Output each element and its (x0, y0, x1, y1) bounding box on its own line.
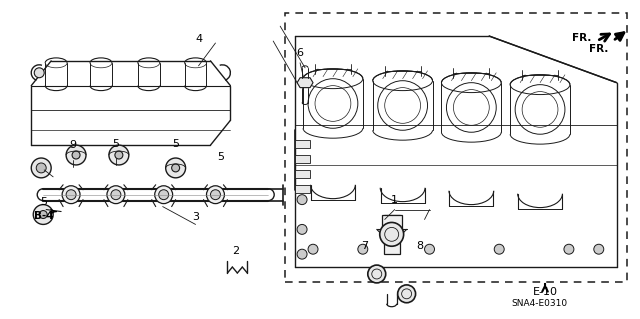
Circle shape (107, 186, 125, 204)
Text: 5: 5 (113, 139, 120, 149)
Circle shape (172, 164, 180, 172)
Bar (295, 155, 310, 163)
Circle shape (297, 225, 307, 234)
Circle shape (62, 186, 80, 204)
Circle shape (39, 211, 47, 219)
Circle shape (397, 285, 415, 303)
Circle shape (207, 186, 225, 204)
Circle shape (494, 244, 504, 254)
Circle shape (424, 244, 435, 254)
Text: E-10: E-10 (532, 287, 557, 297)
Circle shape (72, 151, 80, 159)
Bar (295, 185, 310, 193)
Circle shape (380, 222, 404, 246)
Text: 9: 9 (70, 140, 77, 150)
Bar (295, 140, 310, 148)
Text: 6: 6 (296, 48, 303, 58)
Polygon shape (297, 78, 313, 88)
Circle shape (66, 190, 76, 200)
Circle shape (36, 163, 46, 173)
Circle shape (33, 204, 53, 225)
Text: 8: 8 (416, 241, 423, 251)
Bar (384, 214, 399, 254)
Text: 3: 3 (192, 212, 199, 222)
Text: 1: 1 (391, 195, 398, 205)
Circle shape (159, 190, 169, 200)
Circle shape (297, 195, 307, 204)
Circle shape (166, 158, 186, 178)
Circle shape (297, 249, 307, 259)
Text: B-4: B-4 (35, 211, 54, 220)
Bar (285, 13, 627, 282)
Circle shape (111, 190, 121, 200)
Circle shape (211, 190, 220, 200)
Circle shape (594, 244, 604, 254)
Circle shape (115, 151, 123, 159)
Text: 5: 5 (40, 197, 47, 207)
Text: 5: 5 (217, 152, 224, 162)
Circle shape (564, 244, 574, 254)
Circle shape (358, 244, 368, 254)
Circle shape (66, 145, 86, 165)
Bar (295, 170, 310, 178)
Circle shape (155, 186, 173, 204)
Circle shape (308, 244, 318, 254)
Circle shape (31, 158, 51, 178)
Text: FR.: FR. (572, 33, 592, 43)
Text: 5: 5 (172, 139, 179, 149)
Bar (381, 214, 402, 234)
Text: FR.: FR. (589, 44, 609, 54)
Text: 7: 7 (361, 241, 369, 251)
Circle shape (109, 145, 129, 165)
Circle shape (35, 68, 44, 78)
Text: 2: 2 (232, 246, 239, 256)
Text: SNA4-E0310: SNA4-E0310 (511, 299, 567, 308)
Text: 4: 4 (195, 34, 202, 44)
Circle shape (368, 265, 386, 283)
